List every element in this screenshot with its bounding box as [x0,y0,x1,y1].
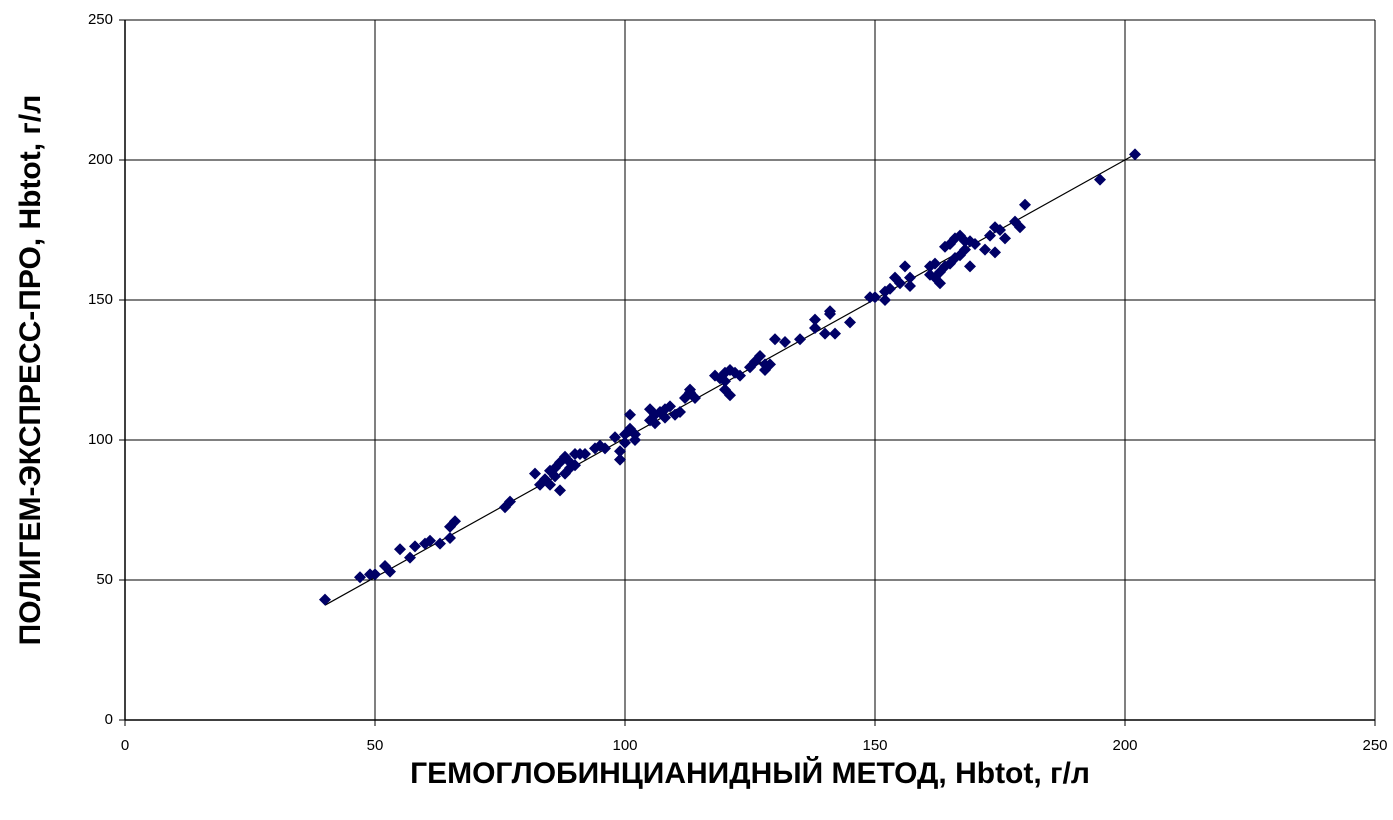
point [824,305,836,318]
point [394,543,406,556]
point [614,445,626,458]
point [689,392,701,404]
point [544,478,556,491]
point [809,313,821,326]
point [434,537,446,550]
x-tick-label: 100 [612,737,637,754]
point [354,571,366,584]
y-tick-label: 50 [96,571,113,588]
point [734,369,746,382]
point [754,350,766,362]
point [809,322,821,334]
point [869,291,881,304]
point [929,257,941,270]
x-tick-label: 0 [121,737,129,754]
point [764,358,776,371]
point [934,277,946,290]
point [1019,198,1031,211]
point [999,232,1011,245]
point [684,383,696,396]
point [1014,221,1026,234]
point [609,431,621,444]
point [569,459,581,472]
point [984,229,996,242]
point [1129,148,1141,161]
point [819,327,831,340]
point [674,406,686,418]
point [879,294,891,306]
point [404,551,416,564]
point [979,243,991,256]
x-tick-label: 50 [367,737,384,754]
point [899,260,911,273]
y-tick-label: 0 [105,711,113,728]
x-tick-label: 250 [1362,737,1387,754]
point [829,327,841,340]
point [664,400,676,413]
point [649,417,661,430]
point [554,484,566,497]
point [989,246,1001,259]
point [959,243,971,256]
point [884,282,896,295]
point [629,428,641,441]
point [449,515,461,528]
point [409,540,421,553]
point [614,453,626,466]
point [769,333,781,346]
x-tick-label: 150 [862,737,887,754]
y-tick-label: 100 [88,431,113,448]
y-tick-label: 150 [88,291,113,308]
point [529,467,541,480]
point [624,408,636,421]
point [724,389,736,402]
point [779,336,791,348]
point [844,316,856,329]
point [964,260,976,273]
point [619,436,631,449]
point [369,568,381,581]
point [504,495,516,508]
point [794,333,806,346]
point [719,375,731,388]
point [1094,173,1106,186]
point [659,411,671,424]
y-tick-label: 200 [88,151,113,168]
point [599,442,611,455]
point [549,470,561,483]
x-axis-title: ГЕМОГЛОБИНЦИАНИДНЫЙ МЕТОД, Hbtot, г/л [410,756,1090,790]
point [904,271,916,284]
point [894,277,906,290]
point [994,224,1006,236]
point [904,280,916,292]
point [384,565,396,578]
y-axis-title: ПОЛИГЕМ-ЭКСПРЕСС-ПРО, Hbtot, г/л [14,95,47,646]
y-tick-label: 250 [88,11,113,28]
point [424,534,436,547]
point [444,532,456,544]
x-tick-label: 200 [1112,737,1137,754]
point [579,448,591,460]
point [969,238,981,250]
point [319,593,331,606]
